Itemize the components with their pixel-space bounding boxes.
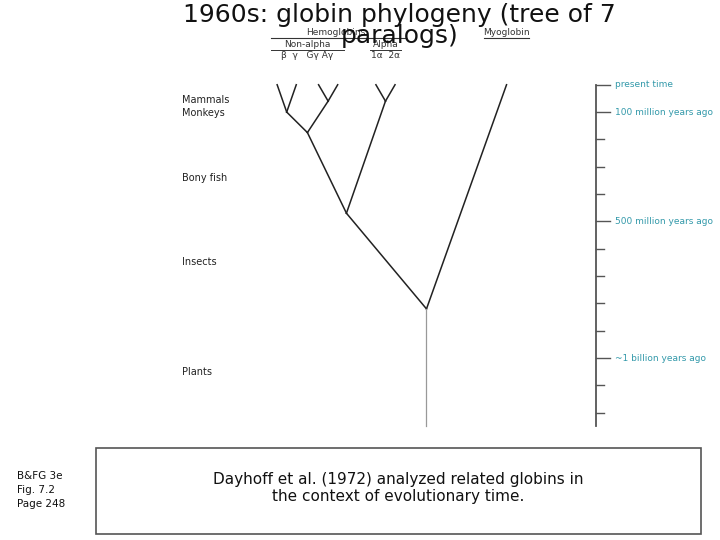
Text: Alpha: Alpha (372, 40, 398, 49)
Text: Hemoglobins: Hemoglobins (307, 28, 366, 37)
Text: Non-alpha: Non-alpha (284, 40, 330, 49)
Text: Dayhoff et al. (1972) analyzed related globins in
the context of evolutionary ti: Dayhoff et al. (1972) analyzed related g… (213, 472, 583, 504)
Text: 1α  2α: 1α 2α (371, 51, 400, 60)
Text: paralogs): paralogs) (341, 24, 459, 48)
Text: Myoglobin: Myoglobin (483, 28, 530, 37)
Text: Mammals
Monkeys: Mammals Monkeys (181, 96, 229, 118)
Text: ~1 billion years ago: ~1 billion years ago (615, 354, 706, 362)
Text: Insects: Insects (181, 258, 216, 267)
Text: 1960s: globin phylogeny (tree of 7: 1960s: globin phylogeny (tree of 7 (183, 3, 616, 26)
Text: Bony fish: Bony fish (181, 173, 227, 183)
FancyBboxPatch shape (96, 448, 701, 534)
Text: β  γ   Gγ Aγ: β γ Gγ Aγ (282, 51, 333, 60)
Text: B&FG 3e
Fig. 7.2
Page 248: B&FG 3e Fig. 7.2 Page 248 (17, 471, 66, 509)
Text: 500 million years ago: 500 million years ago (615, 217, 713, 226)
Text: Plants: Plants (181, 367, 212, 377)
Text: present time: present time (615, 80, 673, 89)
Text: 100 million years ago: 100 million years ago (615, 107, 713, 117)
